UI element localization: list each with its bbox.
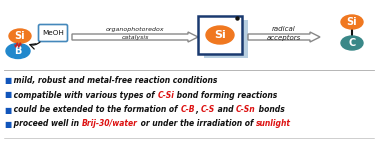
- Ellipse shape: [206, 26, 234, 44]
- Text: ■: ■: [4, 75, 11, 85]
- Text: C-S: C-S: [200, 105, 215, 115]
- FancyBboxPatch shape: [198, 16, 242, 54]
- Text: C-B: C-B: [180, 105, 195, 115]
- Text: ,: ,: [195, 105, 200, 115]
- Ellipse shape: [6, 44, 30, 58]
- Text: catalysis: catalysis: [121, 35, 149, 40]
- Text: ■: ■: [4, 120, 11, 128]
- Text: Si: Si: [347, 17, 357, 27]
- Ellipse shape: [9, 29, 31, 43]
- Text: ■: ■: [4, 105, 11, 115]
- Text: ■: ■: [4, 91, 11, 99]
- Text: Brij-30/water: Brij-30/water: [82, 120, 138, 128]
- Text: radical: radical: [272, 26, 296, 32]
- Text: proceed well in: proceed well in: [11, 120, 82, 128]
- Ellipse shape: [341, 15, 363, 29]
- FancyBboxPatch shape: [204, 20, 248, 58]
- Text: C-Si: C-Si: [158, 91, 174, 99]
- Text: and: and: [215, 105, 236, 115]
- Text: could be extended to the formation of: could be extended to the formation of: [11, 105, 180, 115]
- Polygon shape: [72, 32, 198, 42]
- Text: compatible with various types of: compatible with various types of: [11, 91, 158, 99]
- Text: bond forming reactions: bond forming reactions: [174, 91, 277, 99]
- Text: Si: Si: [15, 31, 25, 41]
- Ellipse shape: [341, 36, 363, 50]
- Text: organophotoredox: organophotoredox: [106, 28, 164, 33]
- Text: Si: Si: [214, 30, 226, 40]
- Text: mild, robust and metal-free reaction conditions: mild, robust and metal-free reaction con…: [11, 75, 218, 85]
- Text: bonds: bonds: [256, 105, 284, 115]
- Polygon shape: [248, 32, 320, 42]
- FancyBboxPatch shape: [39, 24, 68, 41]
- Text: or under the irradiation of: or under the irradiation of: [138, 120, 256, 128]
- Text: C-Sn: C-Sn: [236, 105, 256, 115]
- Text: B: B: [14, 46, 22, 56]
- Text: sunlight: sunlight: [256, 120, 291, 128]
- Text: acceptors: acceptors: [267, 35, 301, 41]
- Text: MeOH: MeOH: [42, 30, 64, 36]
- Text: C: C: [349, 38, 356, 48]
